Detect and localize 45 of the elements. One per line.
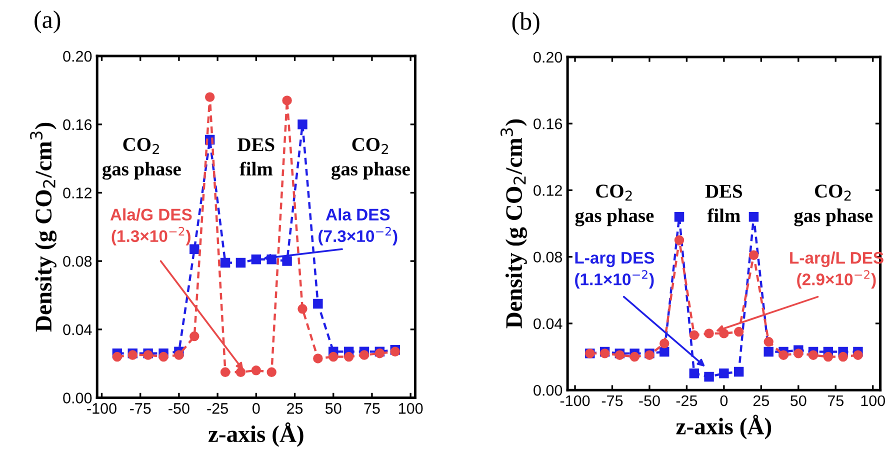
x-tick-label: -75 <box>130 403 151 414</box>
x-tick-label: -100 <box>560 395 590 406</box>
annotation: Ala/G DES (1.3×10$^{−2}$) <box>110 208 192 246</box>
x-tick-label: 75 <box>828 396 844 406</box>
x-tick-label: 0 <box>720 395 728 406</box>
annotation: CO$_{2}$ gas phase <box>102 138 181 180</box>
annotation: CO$_{2}$ gas phase <box>331 138 410 180</box>
x-tick-label: -50 <box>639 395 660 406</box>
annotation: DES film <box>705 184 742 222</box>
x-tick-label: 50 <box>325 403 342 414</box>
annotation: Ala DES (7.3×10$^{−2}$) <box>318 208 398 246</box>
annotation: CO$_{2}$ gas phase <box>794 184 873 226</box>
x-tick-label: 50 <box>790 395 806 406</box>
y-tick-label: 0.04 <box>63 324 92 336</box>
y-tick-label: 0.16 <box>63 119 92 130</box>
y-axis-title: Density (g CO$_{2}$/cm$^{3}$) <box>30 122 57 332</box>
x-tick-label: -75 <box>602 396 623 406</box>
y-tick-label: 0.00 <box>63 392 92 404</box>
x-tick-label: -25 <box>207 403 228 414</box>
x-tick-label: -25 <box>676 395 698 406</box>
x-tick-label: 25 <box>753 395 770 406</box>
x-tick-label: 75 <box>364 403 380 414</box>
y-tick-label: 0.00 <box>534 384 562 396</box>
chart-title: (b) <box>512 12 540 35</box>
x-tick-label: 100 <box>861 395 886 406</box>
x-axis-title: z-axis (Å) <box>676 414 772 440</box>
y-tick-label: 0.04 <box>534 318 562 330</box>
y-tick-label: 0.16 <box>534 118 562 130</box>
y-tick-label: 0.20 <box>63 50 92 62</box>
x-tick-label: 0 <box>252 403 260 414</box>
y-tick-label: 0.08 <box>534 252 562 263</box>
y-tick-label: 0.08 <box>63 256 92 267</box>
chart-title: (a) <box>34 10 60 34</box>
annotation: DES film <box>238 138 274 176</box>
x-tick-label: -50 <box>168 403 190 414</box>
y-tick-label: 0.12 <box>534 185 562 196</box>
annotation: CO$_{2}$ gas phase <box>575 184 654 226</box>
y-tick-label: 0.20 <box>534 52 562 63</box>
x-axis-title: z-axis (Å) <box>208 422 304 447</box>
x-tick-label: 25 <box>287 403 303 414</box>
y-tick-label: 0.12 <box>63 188 92 198</box>
y-axis-title: Density (g CO$_{2}$/cm$^{3}$) <box>500 119 528 328</box>
x-tick-label: -100 <box>87 403 116 414</box>
annotation: L-arg DES (1.1×10$^{−2}$) <box>575 252 654 289</box>
x-tick-label: 100 <box>398 403 423 414</box>
